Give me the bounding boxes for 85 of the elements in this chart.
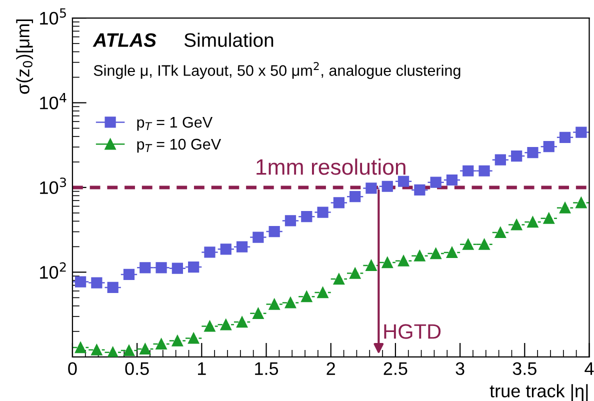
point [494, 154, 506, 166]
point [172, 335, 183, 346]
point [333, 197, 344, 208]
point [559, 202, 571, 214]
point [382, 256, 393, 268]
text: Simulation [184, 32, 274, 47]
point [74, 342, 86, 354]
point [268, 298, 280, 310]
point [462, 238, 474, 250]
ref-line-label: 1mm resolution [256, 158, 406, 175]
point [350, 268, 361, 279]
point [350, 191, 361, 202]
point [284, 215, 296, 226]
point [382, 180, 393, 192]
x-tick-label: 1.5 [255, 362, 278, 376]
point [366, 260, 377, 272]
point [446, 246, 458, 258]
point [204, 246, 216, 258]
point [252, 308, 264, 319]
point [511, 150, 522, 162]
y-axis-title: σ(z$_{0}$)[μm] [16, 20, 34, 94]
x-tick-label: 0 [68, 362, 77, 376]
x-tick-label: 3 [456, 362, 464, 376]
point [123, 268, 135, 280]
point [188, 261, 200, 273]
point [317, 206, 328, 218]
point [366, 182, 377, 194]
point [446, 174, 458, 186]
point [252, 232, 264, 243]
point [204, 320, 216, 332]
point [107, 282, 118, 294]
point [559, 132, 571, 143]
point [301, 291, 312, 302]
point [511, 219, 522, 230]
point [284, 297, 296, 308]
text: ATLAS [92, 33, 156, 47]
x-tick-label: 2 [326, 362, 335, 375]
point [156, 262, 167, 274]
point [220, 244, 232, 255]
y-tick-label: 10$^{3}$ [40, 178, 66, 194]
point [317, 286, 328, 298]
point [414, 250, 426, 262]
point [123, 344, 135, 356]
point [91, 277, 102, 288]
y-tick-label: 10$^{5}$ [40, 8, 66, 25]
point [188, 332, 200, 344]
point [462, 165, 474, 176]
x-tick-label: 3.5 [512, 362, 536, 376]
annotation: HGTD [384, 324, 441, 339]
point [301, 211, 312, 222]
point [576, 197, 587, 208]
point [478, 238, 490, 250]
y-tick-label: 10$^{2}$ [40, 262, 66, 279]
point [494, 226, 506, 238]
point [220, 319, 232, 330]
point [236, 316, 248, 328]
point [268, 226, 280, 238]
point [543, 141, 554, 152]
point [74, 276, 86, 288]
point [156, 338, 167, 350]
point [478, 165, 490, 176]
x-tick-label: 2.5 [384, 362, 408, 376]
point [333, 273, 344, 285]
legend-label: p$_{T}$ = 1 GeV [137, 116, 213, 131]
point [414, 184, 426, 196]
point [543, 212, 554, 224]
x-tick-label: 0.5 [125, 362, 149, 376]
point [91, 344, 102, 356]
point [140, 262, 151, 274]
x-tick-label: 1 [198, 362, 206, 375]
legend-label: p$_{T}$ = 10 GeV [137, 138, 222, 153]
annotation: Single μ, ITk Layout, 50 x 50 μm$^{2}$, analogue clustering [94, 62, 460, 79]
point [527, 216, 538, 228]
x-axis-title: true track |η| [490, 384, 588, 401]
x-tick-label: 4 [584, 362, 594, 375]
point [430, 248, 442, 260]
point [398, 176, 410, 187]
point [236, 241, 248, 252]
point [430, 176, 442, 188]
point [576, 126, 587, 138]
y-tick-label: 10$^{4}$ [40, 93, 66, 110]
point [172, 262, 183, 274]
point [140, 343, 151, 355]
point [398, 255, 410, 266]
point [527, 147, 538, 158]
